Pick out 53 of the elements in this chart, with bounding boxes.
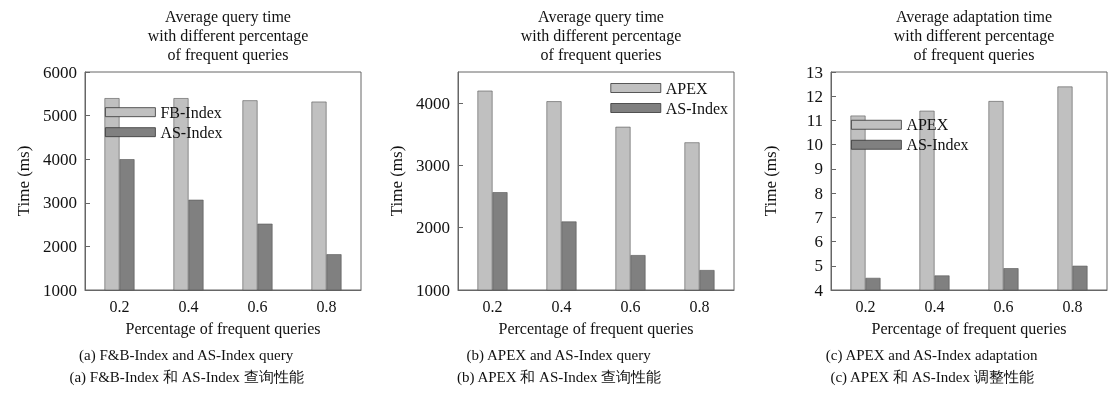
chart-title: Average query time with different percentage of frequent queries — [520, 8, 682, 64]
legend-label: APEX — [906, 116, 949, 134]
x-tick-label: 0.8 — [689, 297, 710, 315]
y-tick-label: 4000 — [43, 149, 77, 169]
y-tick-label: 5 — [814, 256, 823, 276]
legend-label: AS-Index — [665, 99, 729, 117]
y-tick-label: 4000 — [416, 93, 450, 113]
y-tick-label: 6000 — [43, 62, 77, 82]
x-tick-label: 0.6 — [993, 297, 1014, 315]
x-axis-title: Percentage of frequent queries — [498, 319, 694, 338]
y-tick-label: 7 — [814, 207, 824, 227]
chart-title: Average adaptation time with different percentage of frequent queries — [893, 8, 1055, 64]
y-tick-label: 1000 — [43, 280, 77, 300]
x-tick-label: 0.8 — [316, 297, 337, 315]
y-tick-label: 6 — [814, 232, 823, 252]
chart-title: Average query time with different percentage of frequent queries — [147, 8, 309, 64]
y-tick-label: 10 — [806, 135, 823, 155]
y-tick-label: 12 — [806, 86, 823, 106]
x-tick-label: 0.6 — [247, 297, 268, 315]
y-tick-label: 11 — [806, 110, 823, 130]
legend-label: AS-Index — [160, 123, 223, 141]
x-tick-label: 0.6 — [620, 297, 641, 315]
y-tick-label: 8 — [814, 183, 823, 203]
text: (a) F&B-Index 和 AS-Index 查询性能 — [69, 368, 304, 386]
text: (c) APEX 和 AS-Index 调整性能 — [830, 368, 1034, 386]
y-tick-label: 13 — [806, 62, 823, 82]
legend-label: FB-Index — [160, 103, 222, 121]
text: (b) APEX 和 AS-Index 查询性能 — [457, 368, 662, 386]
text: (a) F&B-Index and AS-Index query — [79, 346, 294, 364]
y-tick-label: 4 — [814, 280, 824, 300]
x-tick-label: 0.4 — [178, 297, 199, 315]
y-tick-label: 9 — [814, 159, 823, 179]
x-tick-label: 0.8 — [1062, 297, 1083, 315]
y-axis-title: Time (ms) — [14, 145, 34, 217]
x-axis-title: Percentage of frequent queries — [125, 319, 321, 338]
y-axis-title: Time (ms) — [387, 145, 407, 217]
y-tick-label: 5000 — [43, 106, 77, 126]
x-axis-title: Percentage of frequent queries — [871, 319, 1067, 338]
y-tick-label: 1000 — [416, 280, 450, 300]
x-tick-label: 0.4 — [551, 297, 572, 315]
legend-label: APEX — [665, 79, 709, 97]
y-tick-label: 2000 — [43, 236, 77, 256]
x-tick-label: 0.4 — [924, 297, 945, 315]
y-tick-label: 3000 — [43, 193, 77, 213]
x-tick-label: 0.2 — [482, 297, 503, 315]
text: (b) APEX and AS-Index query — [466, 346, 652, 364]
legend-label: AS-Index — [906, 136, 969, 154]
x-tick-label: 0.2 — [855, 297, 876, 315]
y-axis-title: Time (ms) — [761, 145, 780, 217]
x-tick-label: 0.2 — [109, 297, 130, 315]
text: (c) APEX and AS-Index adaptation — [825, 346, 1038, 364]
y-tick-label: 3000 — [416, 155, 450, 175]
y-tick-label: 2000 — [416, 218, 450, 238]
